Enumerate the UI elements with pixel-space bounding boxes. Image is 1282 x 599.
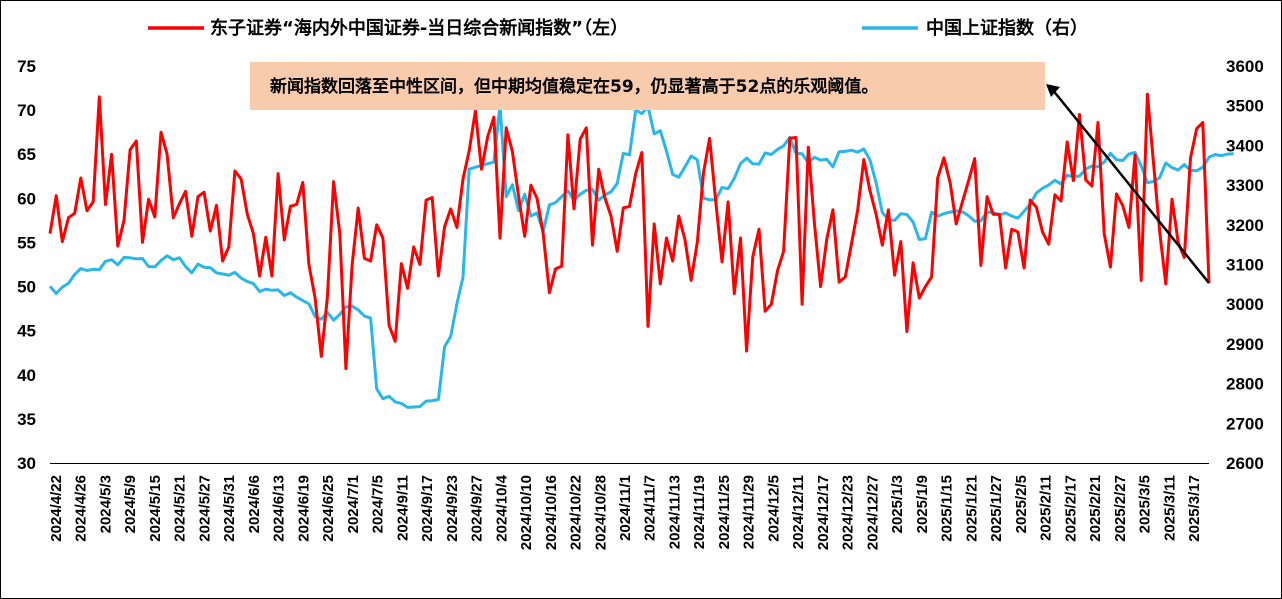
series-layer <box>48 92 1234 409</box>
x-tick-label: 2025/1/9 <box>914 475 931 533</box>
right-tick-label: 3600 <box>1226 57 1264 76</box>
x-tick-label: 2024/11/19 <box>691 475 708 549</box>
legend-label-sse: 中国上证指数（右） <box>926 17 1088 39</box>
arrow-shaft <box>1051 88 1210 284</box>
x-tick-label: 2024/10/4 <box>493 474 510 541</box>
x-tick-label: 2025/3/5 <box>1137 475 1154 533</box>
left-tick-label: 60 <box>17 189 36 208</box>
x-tick-label: 2024/5/21 <box>172 475 189 542</box>
x-tick-label: 2024/12/27 <box>864 475 881 550</box>
arrow-head <box>1046 84 1060 97</box>
x-tick-label: 2025/2/11 <box>1038 475 1055 541</box>
x-tick-label: 2024/11/7 <box>642 475 659 541</box>
x-tick-label: 2024/9/17 <box>419 475 436 542</box>
right-tick-label: 2800 <box>1226 375 1264 394</box>
x-tick-label: 2024/10/22 <box>568 475 585 550</box>
x-tick-label: 2025/3/11 <box>1161 475 1178 541</box>
trend-arrow <box>1046 84 1210 284</box>
x-tick-label: 2024/10/16 <box>543 475 560 550</box>
x-tick-label: 2025/3/17 <box>1186 475 1203 542</box>
right-tick-label: 3400 <box>1226 136 1264 155</box>
left-tick-label: 35 <box>17 410 36 429</box>
annotation-box <box>250 62 1045 110</box>
left-tick-label: 75 <box>17 57 36 76</box>
right-tick-label: 3100 <box>1226 256 1264 275</box>
x-tick-label: 2024/6/6 <box>246 475 263 533</box>
left-tick-label: 55 <box>17 233 36 252</box>
left-y-axis: 75 70 65 60 55 50 45 40 35 30 <box>17 57 36 473</box>
left-tick-label: 65 <box>17 145 36 164</box>
x-tick-label: 2024/9/11 <box>394 475 411 541</box>
x-tick-label: 2025/1/21 <box>963 475 980 542</box>
x-tick-label: 2024/5/9 <box>122 475 139 533</box>
x-tick-label: 2024/6/19 <box>295 475 312 542</box>
right-tick-label: 2600 <box>1226 454 1264 473</box>
left-tick-label: 40 <box>17 366 36 385</box>
series-line-news <box>48 92 1211 371</box>
x-tick-label: 2024/12/23 <box>840 475 857 550</box>
x-tick-label: 2024/12/11 <box>790 475 807 549</box>
x-tick-label: 2024/5/15 <box>147 475 164 542</box>
x-tick-label: 2024/11/1 <box>617 475 634 541</box>
x-tick-label: 2024/5/3 <box>97 475 114 533</box>
x-tick-label: 2024/12/5 <box>765 475 782 542</box>
left-tick-label: 30 <box>17 454 36 473</box>
x-tick-label: 2025/1/27 <box>988 475 1005 542</box>
x-tick-label: 2024/7/5 <box>370 475 387 533</box>
x-tick-label: 2024/6/13 <box>271 475 288 542</box>
x-tick-label: 2024/4/22 <box>48 475 65 542</box>
right-tick-label: 3300 <box>1226 176 1264 195</box>
x-axis: 2024/4/22 2024/4/26 2024/5/3 2024/5/9 2024/5… <box>48 463 1209 550</box>
x-tick-label: 2024/9/27 <box>469 475 486 542</box>
x-tick-label: 2024/10/28 <box>592 475 609 550</box>
x-tick-label: 2024/11/25 <box>716 475 733 549</box>
x-tick-label: 2024/7/1 <box>345 475 362 533</box>
right-tick-label: 3000 <box>1226 295 1264 314</box>
x-tick-label: 2025/2/17 <box>1062 475 1079 542</box>
x-tick-label: 2024/4/26 <box>73 475 90 542</box>
x-tick-label: 2025/1/15 <box>939 475 956 542</box>
x-tick-label: 2024/5/31 <box>221 475 238 542</box>
right-tick-label: 2700 <box>1226 414 1264 433</box>
series-line-sse <box>48 103 1234 409</box>
x-tick-label: 2025/1/3 <box>889 475 906 533</box>
x-tick-label: 2024/5/27 <box>196 475 213 542</box>
x-tick-label: 2024/11/29 <box>741 475 758 549</box>
annotation-text: 新闻指数回落至中性区间，但中期均值稳定在59，仍显著高于52点的乐观阈值。 <box>270 76 878 97</box>
legend: 东子证券“海内外中国证券-当日综合新闻指数”（左） 中国上证指数（右） <box>148 17 1088 39</box>
x-tick-label: 2025/2/27 <box>1112 475 1129 542</box>
left-tick-label: 45 <box>17 322 36 341</box>
x-tick-label: 2024/11/13 <box>666 475 683 549</box>
right-y-axis: 3600 3500 3400 3300 3200 3100 3000 2900 2800 2700… <box>1226 57 1264 473</box>
x-tick-label: 2024/9/23 <box>444 475 461 542</box>
annotation: 新闻指数回落至中性区间，但中期均值稳定在59，仍显著高于52点的乐观阈值。 <box>250 62 1045 110</box>
right-tick-label: 3200 <box>1226 216 1264 235</box>
x-tick-label: 2024/10/10 <box>518 475 535 550</box>
left-tick-label: 50 <box>17 278 36 297</box>
x-tick-label: 2025/2/21 <box>1087 475 1104 542</box>
x-tick-label: 2024/6/25 <box>320 475 337 542</box>
right-tick-label: 2900 <box>1226 335 1264 354</box>
left-tick-label: 70 <box>17 101 36 120</box>
x-tick-label: 2024/12/17 <box>815 475 832 550</box>
legend-label-news: 东子证券“海内外中国证券-当日综合新闻指数”（左） <box>210 17 628 39</box>
right-tick-label: 3500 <box>1226 97 1264 116</box>
x-tick-label: 2025/2/5 <box>1013 475 1030 533</box>
